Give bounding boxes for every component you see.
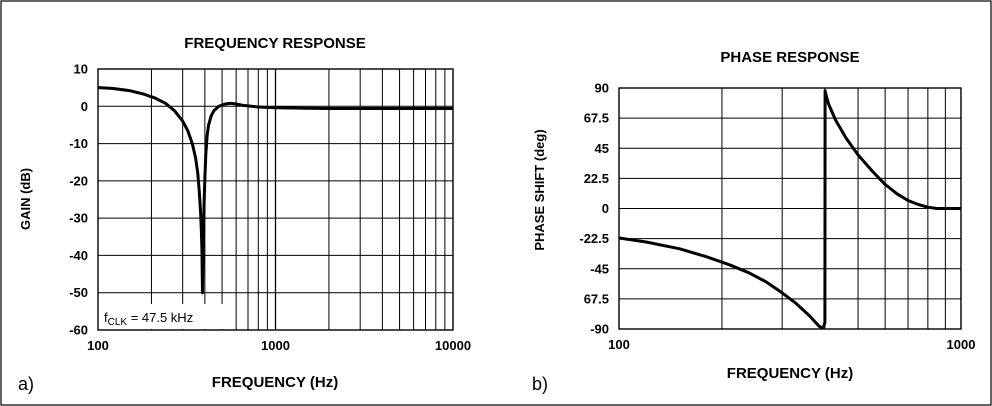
y-tick-label: -90 <box>590 322 609 337</box>
chart-a-annotation: fCLK = 47.5 kHz <box>99 304 233 329</box>
chart-a-annotation-text: fCLK = 47.5 kHz <box>104 310 193 328</box>
y-tick-label: 0 <box>81 99 88 114</box>
y-tick-label: 22.5 <box>584 171 609 186</box>
chart-a-y-label: GAIN (dB) <box>18 168 33 230</box>
y-tick-label: 0 <box>602 201 609 216</box>
chart-b-y-ticks: 90 67.5 45 22.5 0 -22.5 -45 67.5 -90 <box>579 81 609 337</box>
chart-b-series-line <box>618 89 961 330</box>
chart-a-y-ticks: 10 0 -10 -20 -30 -40 -50 -60 <box>69 62 88 338</box>
y-tick-label: 90 <box>595 81 609 96</box>
chart-b-grid <box>619 88 961 329</box>
y-tick-label: 10 <box>74 62 88 77</box>
x-tick-label: 100 <box>87 338 109 353</box>
chart-a-x-label: FREQUENCY (Hz) <box>212 374 338 391</box>
y-tick-label: -10 <box>69 136 88 151</box>
chart-a-panel-label: a) <box>18 374 34 394</box>
y-tick-label: -60 <box>69 323 88 338</box>
chart-b-y-label: PHASE SHIFT (deg) <box>532 129 547 250</box>
y-tick-label: 45 <box>595 141 609 156</box>
y-tick-label: -22.5 <box>579 231 609 246</box>
y-tick-label: -45 <box>590 261 609 276</box>
chart-a-x-ticks: 100 1000 10000 <box>87 338 471 353</box>
chart-b-title: PHASE RESPONSE <box>720 49 859 66</box>
y-tick-label: 67.5 <box>584 111 609 126</box>
y-tick-label: -40 <box>69 248 88 263</box>
chart-a-plot-area <box>97 68 454 331</box>
y-tick-label: -20 <box>69 173 88 188</box>
y-tick-label: -50 <box>69 285 88 300</box>
chart-a-title: FREQUENCY RESPONSE <box>184 35 365 52</box>
chart-a-annotation-box <box>99 304 233 329</box>
chart-b-x-ticks: 100 1000 <box>608 337 975 352</box>
frequency-response-chart: FREQUENCY RESPONSE 100-10-20-30-40-50-60… <box>18 35 471 394</box>
y-tick-label: -30 <box>69 211 88 226</box>
x-tick-label: 100 <box>608 337 630 352</box>
chart-b-x-label: FREQUENCY (Hz) <box>727 365 853 382</box>
y-tick-label: 67.5 <box>584 291 609 306</box>
x-tick-label: 10000 <box>435 338 471 353</box>
x-tick-label: 1000 <box>947 337 976 352</box>
x-tick-label: 1000 <box>261 338 290 353</box>
phase-response-chart: PHASE RESPONSE 90 67.5 45 22.5 0 -22.5 -45 67.5… <box>532 49 975 394</box>
chart-b-panel-label: b) <box>532 374 548 394</box>
chart-a-series-line <box>97 86 453 295</box>
chart-a-grid <box>98 69 453 330</box>
